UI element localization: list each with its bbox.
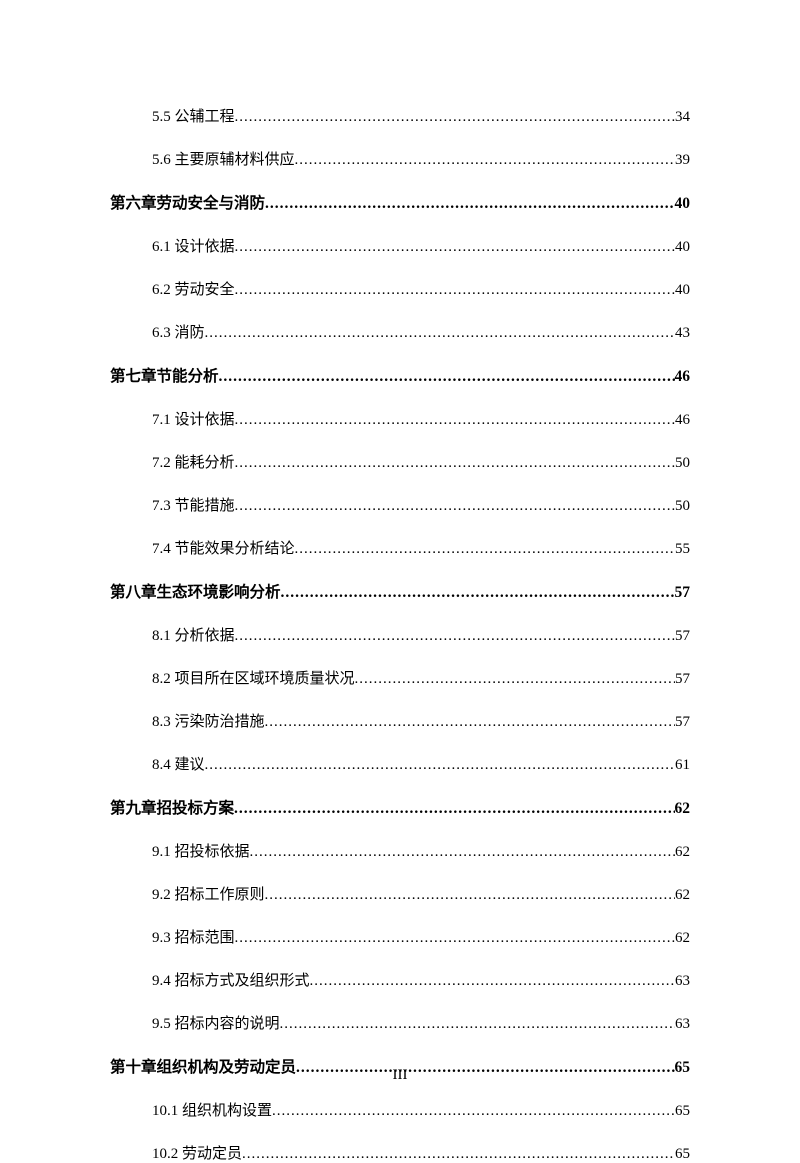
toc-entry-page: 63 xyxy=(675,1016,690,1033)
toc-leader-dots: ........................................… xyxy=(219,368,675,386)
toc-section-entry: 8.1 分析依据 ...............................… xyxy=(110,624,690,645)
toc-section-entry: 9.1 招投标依据 ..............................… xyxy=(110,840,690,861)
toc-section-entry: 9.2 招标工作原则 .............................… xyxy=(110,883,690,904)
toc-entry-label: 9.4 招标方式及组织形式 xyxy=(152,969,310,990)
toc-section-entry: 9.4 招标方式及组织形式 ..........................… xyxy=(110,969,690,990)
toc-section-entry: 6.1 设计依据 ...............................… xyxy=(110,235,690,256)
toc-entry-label: 6.3 消防 xyxy=(152,321,205,342)
toc-entry-label: 9.3 招标范围 xyxy=(152,926,235,947)
toc-section-entry: 9.3 招标范围 ...............................… xyxy=(110,926,690,947)
toc-entry-page: 40 xyxy=(675,282,690,299)
toc-section-entry: 9.5 招标内容的说明 ............................… xyxy=(110,1012,690,1033)
toc-leader-dots: ........................................… xyxy=(235,498,675,515)
toc-leader-dots: ........................................… xyxy=(235,455,675,472)
toc-section-entry: 10.1 组织机构设置 ............................… xyxy=(110,1099,690,1120)
toc-leader-dots: ........................................… xyxy=(272,1103,675,1120)
toc-chapter-entry: 第九章招投标方案 ...............................… xyxy=(110,796,690,818)
toc-entry-page: 50 xyxy=(675,455,690,472)
toc-entry-page: 55 xyxy=(675,541,690,558)
toc-leader-dots: ........................................… xyxy=(235,412,675,429)
toc-entry-label: 第六章劳动安全与消防 xyxy=(110,191,265,213)
toc-entry-page: 40 xyxy=(675,195,691,213)
toc-leader-dots: ........................................… xyxy=(234,800,674,818)
toc-leader-dots: ........................................… xyxy=(295,541,675,558)
toc-leader-dots: ........................................… xyxy=(250,844,675,861)
toc-leader-dots: ........................................… xyxy=(265,887,675,904)
toc-leader-dots: ........................................… xyxy=(280,1016,675,1033)
toc-entry-page: 46 xyxy=(675,368,691,386)
toc-section-entry: 8.4 建议 .................................… xyxy=(110,753,690,774)
toc-entry-label: 7.1 设计依据 xyxy=(152,408,235,429)
toc-entry-label: 第七章节能分析 xyxy=(110,364,219,386)
toc-leader-dots: ........................................… xyxy=(235,109,675,126)
toc-leader-dots: ........................................… xyxy=(242,1146,675,1163)
toc-entry-label: 10.1 组织机构设置 xyxy=(152,1099,272,1120)
toc-section-entry: 7.3 节能措施 ...............................… xyxy=(110,494,690,515)
toc-entry-label: 7.4 节能效果分析结论 xyxy=(152,537,295,558)
toc-entry-page: 62 xyxy=(675,844,690,861)
toc-entry-page: 63 xyxy=(675,973,690,990)
toc-entry-page: 57 xyxy=(675,714,690,731)
toc-leader-dots: ........................................… xyxy=(281,584,675,602)
toc-chapter-entry: 第八章生态环境影响分析 ............................… xyxy=(110,580,690,602)
toc-entry-label: 8.2 项目所在区域环境质量状况 xyxy=(152,667,355,688)
toc-leader-dots: ........................................… xyxy=(235,239,675,256)
toc-entry-label: 9.2 招标工作原则 xyxy=(152,883,265,904)
toc-section-entry: 10.2 劳动定员 ..............................… xyxy=(110,1142,690,1163)
toc-entry-label: 7.2 能耗分析 xyxy=(152,451,235,472)
page-number-footer: III xyxy=(0,1067,800,1084)
toc-section-entry: 8.3 污染防治措施 .............................… xyxy=(110,710,690,731)
toc-entry-label: 8.3 污染防治措施 xyxy=(152,710,265,731)
toc-section-entry: 6.2 劳动安全 ...............................… xyxy=(110,278,690,299)
toc-entry-label: 8.4 建议 xyxy=(152,753,205,774)
toc-leader-dots: ........................................… xyxy=(205,325,675,342)
toc-entry-page: 62 xyxy=(675,887,690,904)
toc-leader-dots: ........................................… xyxy=(205,757,675,774)
toc-leader-dots: ........................................… xyxy=(265,195,674,213)
toc-leader-dots: ........................................… xyxy=(265,714,675,731)
toc-entry-page: 40 xyxy=(675,239,690,256)
toc-leader-dots: ........................................… xyxy=(235,282,675,299)
toc-entry-page: 62 xyxy=(675,800,691,818)
table-of-contents: 5.5 公辅工程 ...............................… xyxy=(110,105,690,1163)
toc-section-entry: 7.1 设计依据 ...............................… xyxy=(110,408,690,429)
toc-entry-page: 50 xyxy=(675,498,690,515)
toc-entry-label: 第八章生态环境影响分析 xyxy=(110,580,281,602)
toc-entry-label: 6.2 劳动安全 xyxy=(152,278,235,299)
toc-section-entry: 8.2 项目所在区域环境质量状况 .......................… xyxy=(110,667,690,688)
toc-entry-label: 7.3 节能措施 xyxy=(152,494,235,515)
toc-section-entry: 5.5 公辅工程 ...............................… xyxy=(110,105,690,126)
toc-entry-label: 第九章招投标方案 xyxy=(110,796,234,818)
toc-entry-page: 65 xyxy=(675,1103,690,1120)
toc-entry-page: 62 xyxy=(675,930,690,947)
toc-entry-page: 57 xyxy=(675,584,691,602)
toc-entry-page: 65 xyxy=(675,1146,690,1163)
toc-leader-dots: ........................................… xyxy=(235,628,675,645)
toc-leader-dots: ........................................… xyxy=(235,930,675,947)
toc-leader-dots: ........................................… xyxy=(295,152,675,169)
toc-entry-label: 5.6 主要原辅材料供应 xyxy=(152,148,295,169)
toc-entry-label: 9.5 招标内容的说明 xyxy=(152,1012,280,1033)
toc-section-entry: 5.6 主要原辅材料供应 ...........................… xyxy=(110,148,690,169)
toc-section-entry: 6.3 消防 .................................… xyxy=(110,321,690,342)
toc-entry-label: 6.1 设计依据 xyxy=(152,235,235,256)
toc-leader-dots: ........................................… xyxy=(310,973,675,990)
toc-entry-page: 57 xyxy=(675,671,690,688)
toc-entry-page: 34 xyxy=(675,109,690,126)
toc-entry-label: 5.5 公辅工程 xyxy=(152,105,235,126)
toc-chapter-entry: 第六章劳动安全与消防 .............................… xyxy=(110,191,690,213)
toc-entry-page: 46 xyxy=(675,412,690,429)
toc-entry-page: 43 xyxy=(675,325,690,342)
toc-entry-page: 61 xyxy=(675,757,690,774)
toc-entry-label: 8.1 分析依据 xyxy=(152,624,235,645)
toc-entry-label: 9.1 招投标依据 xyxy=(152,840,250,861)
toc-entry-page: 57 xyxy=(675,628,690,645)
toc-chapter-entry: 第七章节能分析 ................................… xyxy=(110,364,690,386)
toc-entry-label: 10.2 劳动定员 xyxy=(152,1142,242,1163)
toc-leader-dots: ........................................… xyxy=(355,671,675,688)
toc-section-entry: 7.4 节能效果分析结论 ...........................… xyxy=(110,537,690,558)
toc-section-entry: 7.2 能耗分析 ...............................… xyxy=(110,451,690,472)
toc-entry-page: 39 xyxy=(675,152,690,169)
